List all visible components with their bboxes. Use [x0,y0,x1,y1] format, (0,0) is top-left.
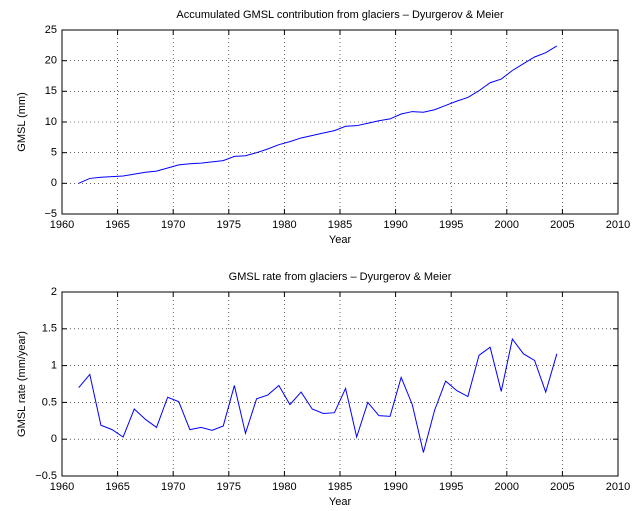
y-tick-label: 5 [51,147,57,159]
y-tick-label: −0.5 [35,470,57,482]
y-tick-label: 25 [45,24,57,36]
x-tick-label: 1980 [272,219,296,231]
y-axis-label: GMSL rate (mm/year) [16,331,28,437]
y-tick-label: 10 [45,116,57,128]
plot-frame [61,291,619,477]
y-tick-label: 0 [51,433,57,445]
x-tick-label: 1980 [272,481,296,493]
y-tick-label: 20 [45,55,57,67]
x-tick-label: 1975 [217,481,241,493]
x-tick-label: 1990 [383,219,407,231]
data-line [78,45,558,184]
x-axis-label: Year [329,234,352,246]
x-tick-label: 2005 [550,481,574,493]
x-tick-label: 1965 [105,481,129,493]
x-tick-label: 2000 [495,219,519,231]
x-tick-label: 1995 [439,219,463,231]
x-tick-label: 1960 [50,481,74,493]
x-tick-label: 2005 [550,219,574,231]
data-line [78,337,558,453]
x-tick-label: 1985 [328,219,352,231]
x-axis-label: Year [329,496,352,508]
y-axis-label: GMSL (mm) [16,92,28,151]
x-tick-label: 1995 [439,481,463,493]
plot-frame [61,29,619,215]
x-tick-label: 1960 [50,219,74,231]
y-tick-label: 1.5 [42,323,57,335]
x-tick-label: 1970 [161,219,185,231]
x-tick-label: 1965 [105,219,129,231]
chart-title: Accumulated GMSL contribution from glaci… [176,9,504,21]
x-tick-label: 2000 [495,481,519,493]
chart-title: GMSL rate from glaciers – Dyurgerov & Me… [229,271,452,283]
y-tick-label: 1 [51,360,57,372]
y-tick-label: −5 [44,208,57,220]
y-tick-label: 0 [51,177,57,189]
x-tick-label: 1970 [161,481,185,493]
y-tick-label: 0.5 [42,396,57,408]
x-tick-label: 2010 [606,481,630,493]
x-tick-label: 1985 [328,481,352,493]
x-tick-label: 1975 [217,219,241,231]
x-tick-label: 2010 [606,219,630,231]
y-tick-label: 15 [45,85,57,97]
x-tick-label: 1990 [383,481,407,493]
y-tick-label: 2 [51,286,57,298]
